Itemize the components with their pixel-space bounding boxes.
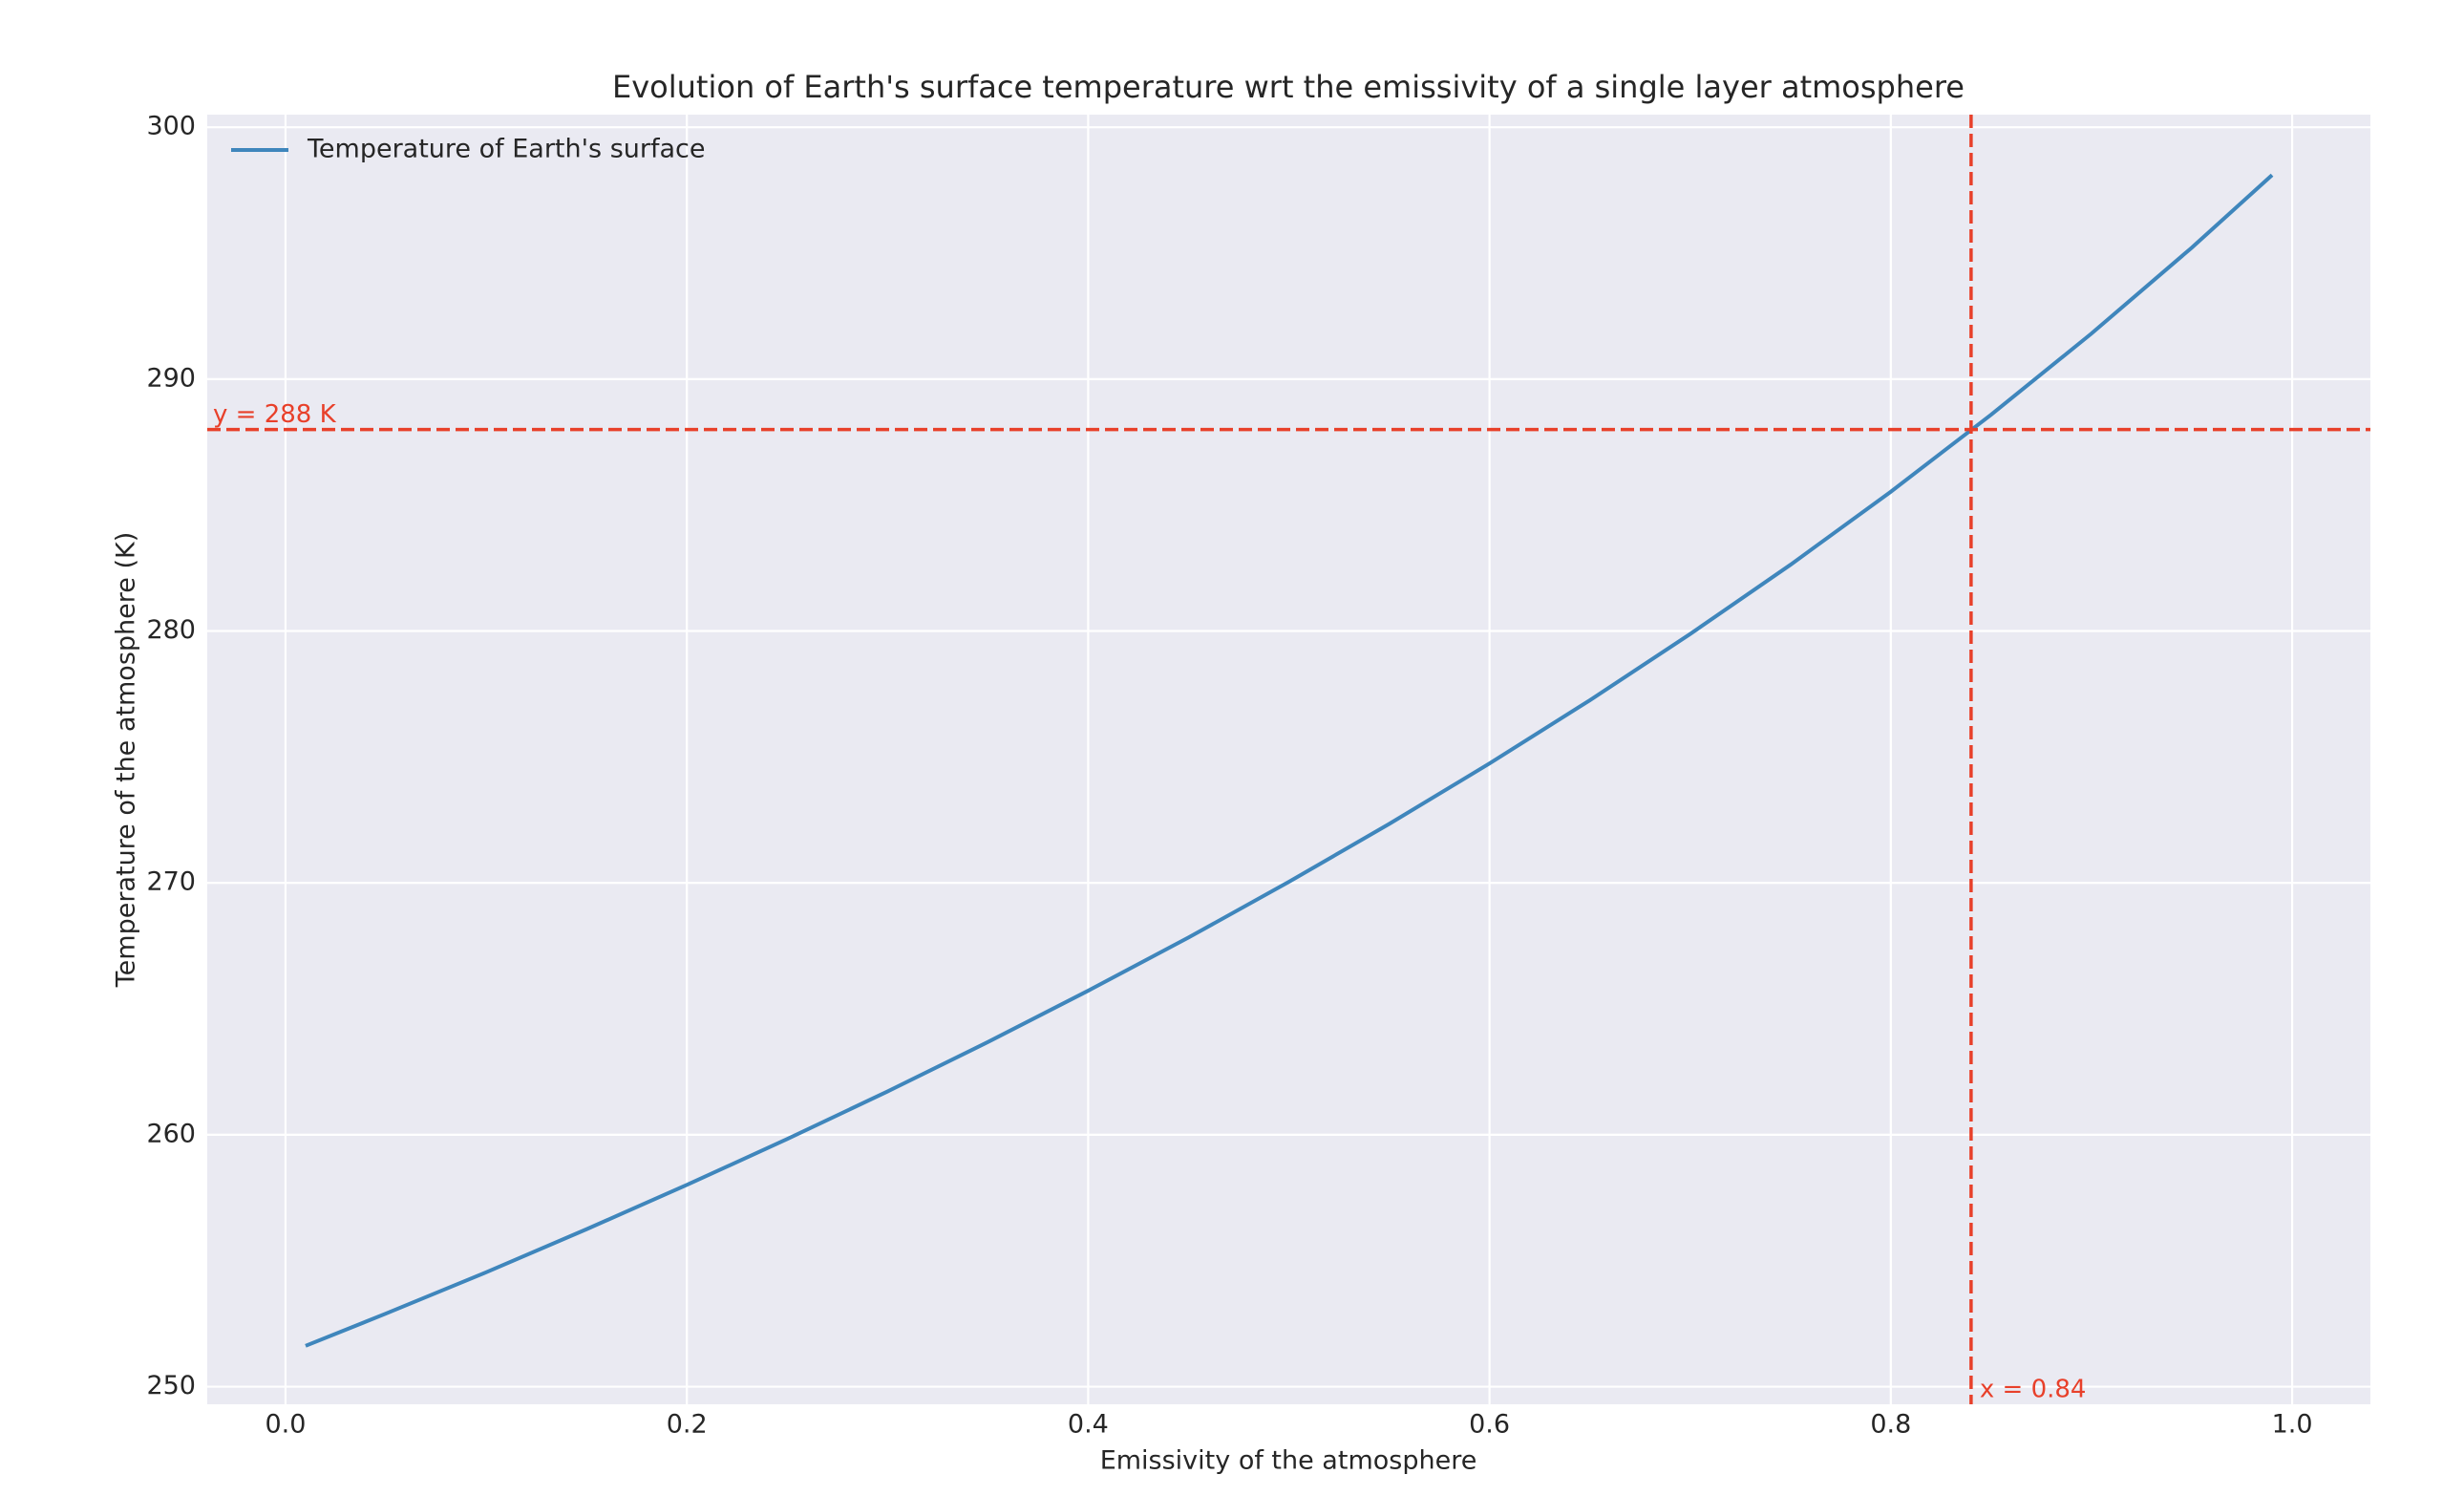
y-tick-label: 260	[146, 1119, 196, 1148]
y-axis-label: Temperature of the atmosphere (K)	[112, 532, 141, 988]
x-tick-label: 0.8	[1870, 1410, 1911, 1440]
reference-label: y = 288 K	[213, 400, 337, 429]
y-tick-label: 270	[146, 867, 196, 897]
x-tick-label: 0.2	[667, 1410, 708, 1440]
x-tick-label: 0.6	[1469, 1410, 1510, 1440]
legend-label: Temperature of Earth's surface	[307, 135, 705, 164]
y-tick-label: 250	[146, 1371, 196, 1400]
y-tick-label: 280	[146, 615, 196, 645]
x-tick-label: 0.4	[1068, 1410, 1109, 1440]
x-axis-label: Emissivity of the atmosphere	[1100, 1446, 1477, 1476]
reference-label: x = 0.84	[1980, 1376, 2087, 1404]
plot-background	[207, 115, 2370, 1404]
x-tick-label: 1.0	[2272, 1410, 2313, 1440]
chart-title: Evolution of Earth's surface temperature…	[612, 69, 1965, 105]
y-tick-label: 300	[146, 112, 196, 141]
x-tick-label: 0.0	[265, 1410, 306, 1440]
y-tick-label: 290	[146, 363, 196, 393]
marks	[207, 115, 2370, 1404]
data-line	[305, 173, 2274, 1348]
